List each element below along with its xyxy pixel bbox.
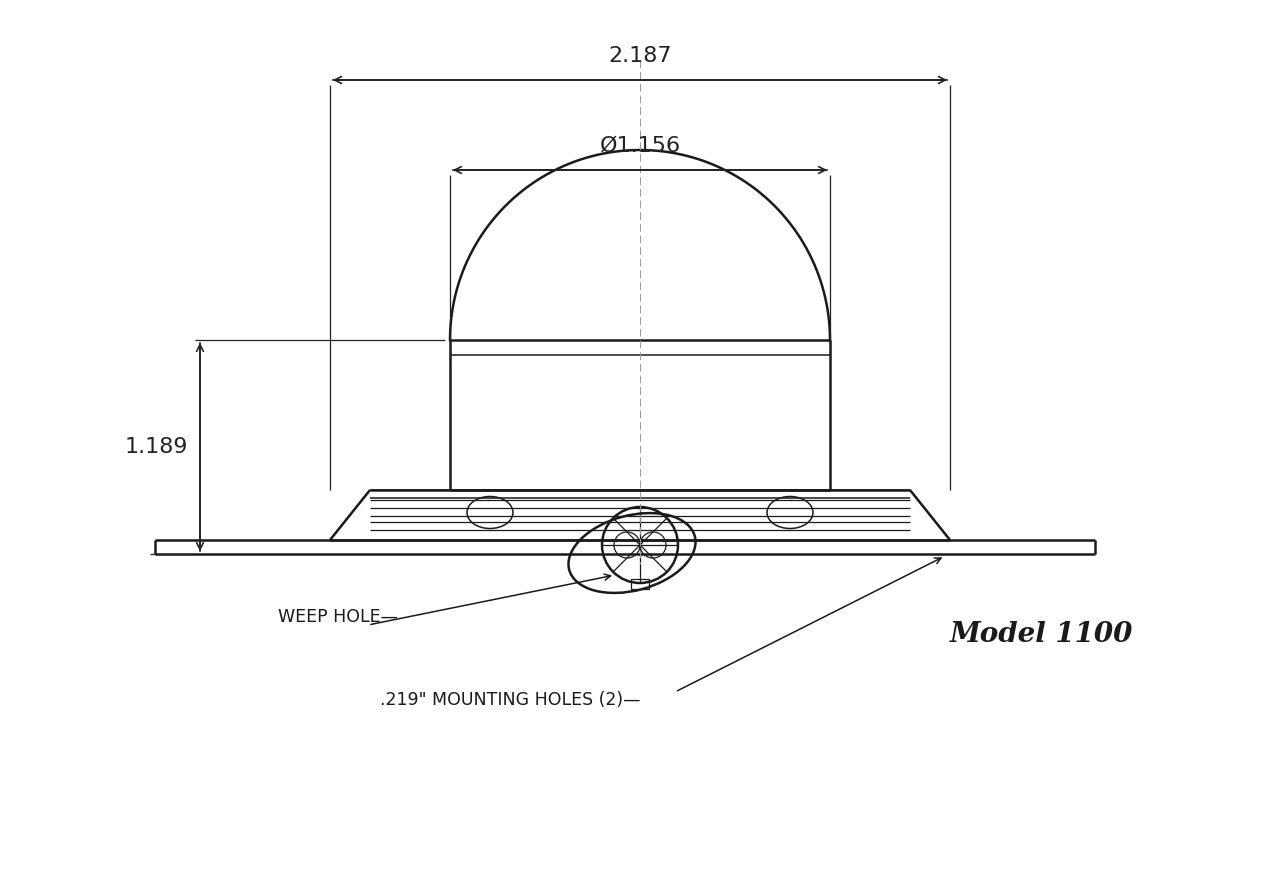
Text: 2.187: 2.187 [608, 46, 672, 66]
Text: Ø1.156: Ø1.156 [599, 136, 681, 156]
Text: Model 1100: Model 1100 [950, 622, 1133, 649]
Bar [631, 579, 649, 589]
Text: WEEP HOLE—: WEEP HOLE— [278, 608, 398, 626]
Text: .219" MOUNTING HOLES (2)—: .219" MOUNTING HOLES (2)— [380, 691, 640, 709]
Text: 1.189: 1.189 [124, 437, 188, 457]
